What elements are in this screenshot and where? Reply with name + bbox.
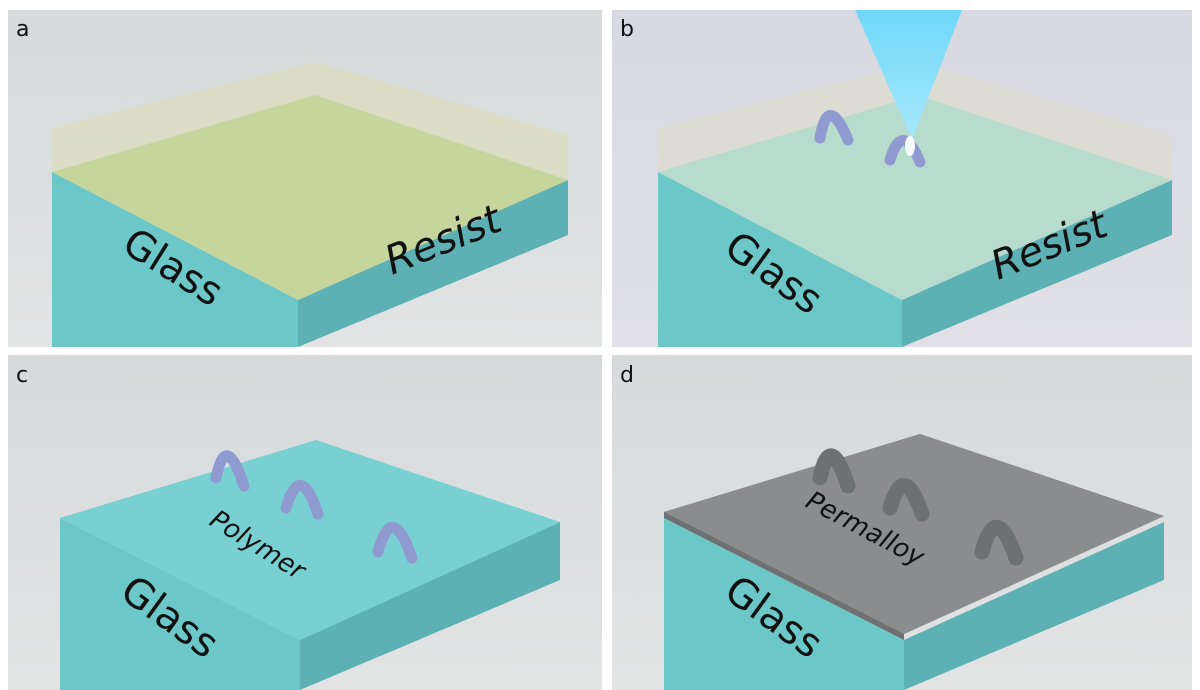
- glass-left-face: [60, 518, 300, 690]
- permalloy-arch: [812, 448, 856, 494]
- permalloy-arch: [882, 478, 930, 522]
- permalloy-arch: [974, 520, 1024, 566]
- panel-d: Permalloy Glass: [612, 355, 1192, 690]
- glass-top: [60, 440, 560, 640]
- polymer-arch: [210, 450, 250, 492]
- panel-label: c: [16, 363, 28, 388]
- panel-a: Glass Resist: [8, 10, 602, 347]
- glass-right-face: [300, 522, 560, 690]
- resist-body: [658, 95, 1172, 300]
- panel-b: Glass Resist: [612, 10, 1192, 347]
- panel-label: d: [620, 363, 634, 388]
- permalloy-top: [664, 434, 1164, 634]
- resist-body: [52, 95, 568, 300]
- panel-label: b: [620, 17, 634, 42]
- laser-focus: [905, 136, 915, 156]
- glass-right-face: [902, 180, 1172, 347]
- written-arch: [884, 135, 926, 168]
- panel-c: Polymer Glass: [8, 355, 602, 690]
- glass-left-face: [52, 172, 298, 347]
- resist-top: [52, 62, 568, 180]
- panel-label: a: [16, 17, 29, 42]
- written-arch: [814, 110, 854, 146]
- laser-beam: [855, 10, 962, 140]
- glass-right-face: [904, 522, 1164, 690]
- polymer-arch: [280, 480, 324, 520]
- glass-left-face: [664, 518, 904, 690]
- glass-left-face: [658, 172, 902, 347]
- glass-right-face: [298, 180, 568, 347]
- polymer-arch: [372, 522, 418, 564]
